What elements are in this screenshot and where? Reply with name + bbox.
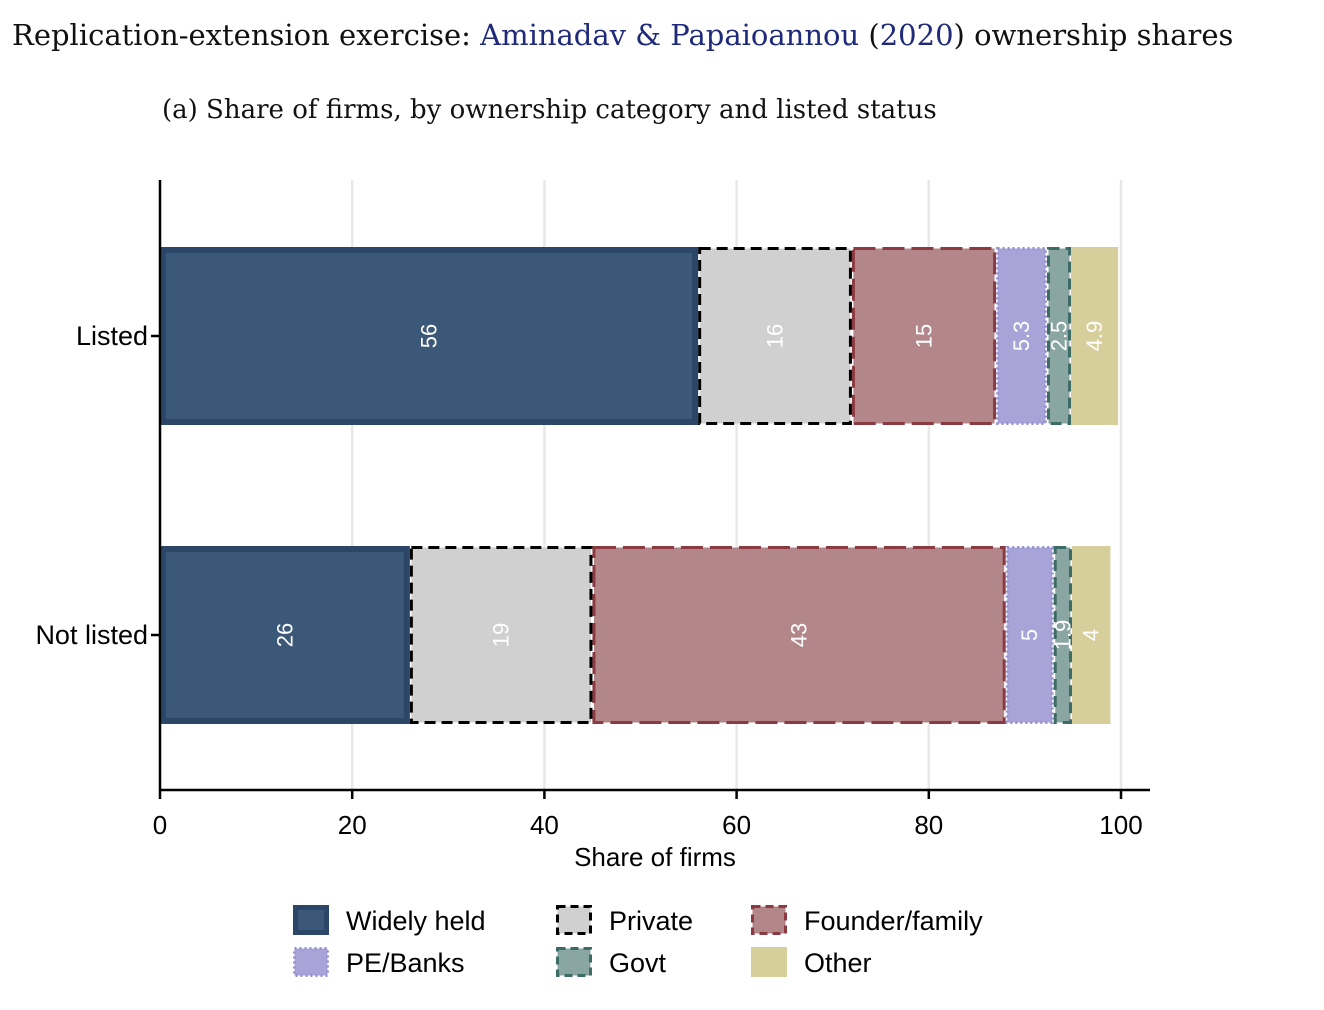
- axes: [158, 180, 1150, 792]
- bar-value-label: 56: [417, 324, 442, 348]
- bars: [160, 247, 1119, 724]
- legend-label: Founder/family: [804, 906, 983, 936]
- bar-value-label: 5.3: [1009, 321, 1034, 352]
- x-tick-label: 100: [1099, 810, 1142, 840]
- x-tick-label: 20: [338, 810, 367, 840]
- bar-value-label: 5: [1017, 629, 1042, 641]
- legend-swatch: [293, 905, 329, 935]
- legend-swatch: [293, 947, 329, 977]
- x-tick-label: 0: [153, 810, 167, 840]
- legend: Widely held Private Founder/family PE/Banks…: [293, 905, 983, 978]
- bar-segment: [1053, 546, 1072, 724]
- chart-subtitle: (a) Share of firms, by ownership categor…: [162, 95, 937, 125]
- y-category-label: Listed: [76, 321, 148, 351]
- legend-label: PE/Banks: [346, 948, 465, 978]
- x-tick-label: 40: [530, 810, 559, 840]
- bar-segment: [592, 546, 1006, 724]
- x-axis-ticks: 0 20 40 60 80 100: [153, 790, 1143, 840]
- y-axis-category-labels: Listed Not listed: [35, 321, 160, 650]
- bar-segment: [409, 546, 593, 724]
- legend-label: Other: [804, 948, 872, 978]
- legend-label: Private: [609, 906, 693, 936]
- bar-segment: [1005, 546, 1054, 724]
- x-axis-label: Share of firms: [574, 842, 736, 872]
- bar-segment: [160, 546, 410, 724]
- x-tick-label: 60: [722, 810, 751, 840]
- bar-value-label: 16: [763, 324, 788, 348]
- bar-value-label: 2.5: [1047, 321, 1072, 352]
- bar-segment: [1047, 247, 1072, 425]
- legend-swatch: [556, 905, 592, 935]
- bar-labels: 56 16 15 5.3 2.5 4.9 26 19 43 5 1.9 4: [272, 321, 1107, 651]
- bar-value-label: 4: [1079, 629, 1104, 641]
- legend-swatch: [556, 947, 592, 977]
- legend-label: Govt: [609, 948, 667, 978]
- legend-label: Widely held: [346, 906, 486, 936]
- bar-segment: [851, 247, 997, 425]
- legend-swatch: [751, 905, 787, 935]
- x-tick-label: 80: [914, 810, 943, 840]
- bar-value-label: 15: [911, 324, 936, 348]
- bar-value-label: 26: [272, 623, 297, 647]
- bar-value-label: 1.9: [1050, 620, 1075, 651]
- bar-value-label: 43: [787, 623, 812, 647]
- y-category-label: Not listed: [35, 620, 148, 650]
- bar-segment: [160, 247, 699, 425]
- legend-swatch: [751, 947, 787, 977]
- bar-segment: [996, 247, 1048, 425]
- bar-value-label: 19: [489, 623, 514, 647]
- bar-segment: [698, 247, 852, 425]
- bar-segment: [1071, 247, 1119, 425]
- bar-segment: [1071, 546, 1111, 724]
- bar-value-label: 4.9: [1082, 321, 1107, 352]
- chart-title: Replication-extension exercise: Aminadav…: [12, 18, 1233, 52]
